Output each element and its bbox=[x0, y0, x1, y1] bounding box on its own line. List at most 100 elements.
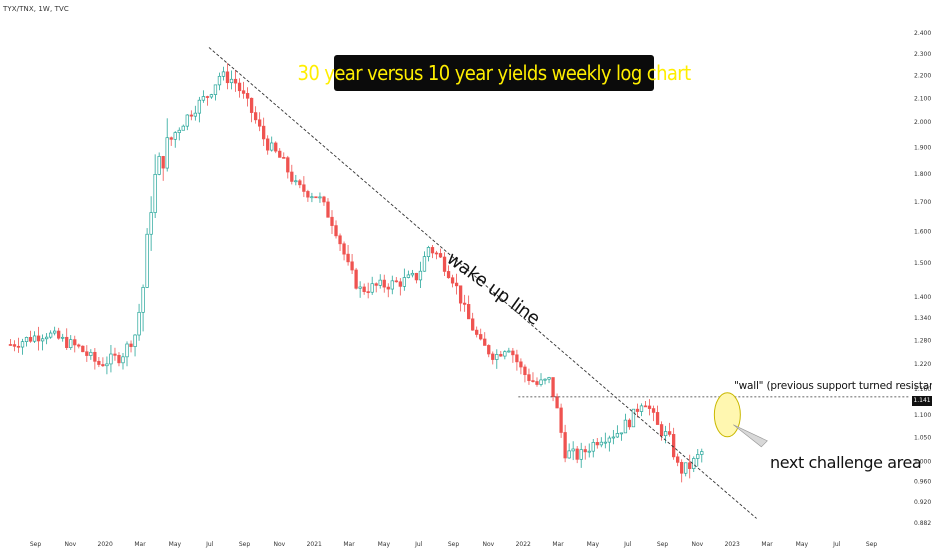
candle-body bbox=[113, 353, 117, 356]
candle-body bbox=[643, 405, 648, 408]
candle-body bbox=[450, 277, 455, 284]
candle-body bbox=[258, 119, 262, 127]
candle-body bbox=[318, 196, 322, 199]
candle-body bbox=[551, 377, 555, 398]
candle-body bbox=[688, 462, 692, 469]
candle-body bbox=[366, 291, 370, 293]
candle-body bbox=[157, 156, 161, 175]
x-tick-label: Mar bbox=[552, 541, 564, 548]
candle-body bbox=[458, 285, 463, 304]
candle-body bbox=[282, 157, 286, 159]
x-tick-label: Mar bbox=[761, 541, 773, 548]
candle-body bbox=[270, 142, 274, 151]
y-tick-label: 1.700 bbox=[914, 199, 931, 206]
candle-body bbox=[402, 277, 406, 287]
candle-body bbox=[213, 84, 218, 95]
x-tick-label: Jul bbox=[414, 541, 423, 548]
candle-body bbox=[603, 441, 607, 444]
candle-body bbox=[591, 442, 595, 452]
candle-body bbox=[438, 253, 443, 258]
y-tick-label: 1.100 bbox=[914, 412, 931, 419]
candle-body bbox=[471, 318, 475, 331]
candle-body bbox=[117, 354, 121, 364]
candles-layer bbox=[8, 63, 704, 483]
wall-label: "wall" (previous support turned resistan… bbox=[734, 380, 932, 392]
candle-body bbox=[81, 345, 85, 353]
x-tick-label: Nov bbox=[692, 541, 704, 548]
candle-body bbox=[599, 441, 603, 446]
challenge-area-arrow bbox=[733, 424, 768, 448]
x-tick-label: Sep bbox=[866, 541, 878, 548]
candle-body bbox=[623, 419, 628, 434]
y-tick-label: 1.340 bbox=[914, 315, 931, 322]
candle-body bbox=[346, 253, 350, 263]
candle-body bbox=[177, 129, 181, 133]
candle-body bbox=[535, 381, 539, 385]
candle-body bbox=[563, 432, 567, 459]
candle-body bbox=[692, 458, 696, 469]
candle-body bbox=[253, 112, 258, 121]
x-tick-label: Sep bbox=[239, 541, 251, 548]
candle-body bbox=[543, 378, 547, 381]
candle-body bbox=[430, 247, 435, 254]
x-tick-label: Mar bbox=[343, 541, 355, 548]
candle-body bbox=[193, 112, 197, 117]
x-tick-label: 2020 bbox=[98, 541, 113, 548]
candle-body bbox=[607, 437, 611, 443]
candle-body bbox=[483, 338, 487, 346]
x-tick-label: May bbox=[169, 541, 182, 548]
candle-body bbox=[354, 269, 358, 289]
candle-body bbox=[77, 344, 81, 347]
candle-body bbox=[382, 279, 386, 288]
y-tick-label: 1.400 bbox=[914, 294, 931, 301]
candle-body bbox=[442, 256, 447, 272]
x-tick-label: 2021 bbox=[307, 541, 322, 548]
candle-body bbox=[635, 408, 640, 412]
x-axis: Sep Nov 2020 Mar May Jul Sep Nov 2021 Mar May Jul Se… bbox=[30, 541, 878, 548]
candle-body bbox=[511, 350, 515, 356]
candle-body bbox=[434, 252, 439, 255]
candle-body bbox=[575, 448, 579, 460]
y-tick-label: 0.882 bbox=[914, 520, 931, 527]
candle-body bbox=[205, 96, 210, 98]
y-axis: 2.400 2.300 2.200 2.100 2.000 1.900 1.800 1.700… bbox=[914, 30, 931, 527]
candle-body bbox=[89, 351, 93, 356]
challenge-area-label: next challenge area bbox=[770, 453, 922, 472]
y-tick-label: 1.600 bbox=[914, 228, 931, 235]
candle-body bbox=[559, 407, 563, 433]
x-tick-label: Nov bbox=[274, 541, 286, 548]
candle-body bbox=[527, 374, 531, 381]
chart-title: 30 year versus 10 year yields weekly log… bbox=[297, 61, 691, 85]
candle-body bbox=[651, 408, 656, 413]
current-value-badge: 1.141 bbox=[912, 396, 932, 406]
candle-body bbox=[515, 354, 519, 363]
candle-body bbox=[169, 137, 173, 140]
candle-body bbox=[306, 191, 310, 198]
candle-body bbox=[189, 114, 193, 117]
candle-body bbox=[266, 138, 270, 151]
y-tick-label: 2.200 bbox=[914, 73, 931, 80]
candle-body bbox=[446, 271, 451, 279]
y-tick-label: 1.160 bbox=[914, 386, 931, 393]
candle-body bbox=[290, 171, 294, 182]
candle-body bbox=[647, 405, 652, 409]
candle-body bbox=[326, 201, 330, 218]
candle-body bbox=[334, 225, 338, 237]
wake-up-trendline bbox=[208, 47, 757, 519]
symbol-label: TYX/TNX, 1W, TVC bbox=[3, 5, 69, 13]
candle-body bbox=[398, 281, 402, 287]
y-tick-label: 1.000 bbox=[914, 458, 931, 465]
candle-body bbox=[145, 233, 149, 288]
y-tick-label: 1.220 bbox=[914, 361, 931, 368]
candle-body bbox=[454, 282, 459, 287]
candle-body bbox=[125, 343, 129, 358]
candle-body bbox=[262, 125, 266, 140]
candle-body bbox=[619, 432, 624, 435]
candle-body bbox=[185, 114, 189, 127]
candle-body bbox=[374, 283, 378, 286]
candle-body bbox=[294, 180, 298, 183]
candle-body bbox=[491, 353, 495, 360]
candle-body bbox=[422, 256, 427, 272]
